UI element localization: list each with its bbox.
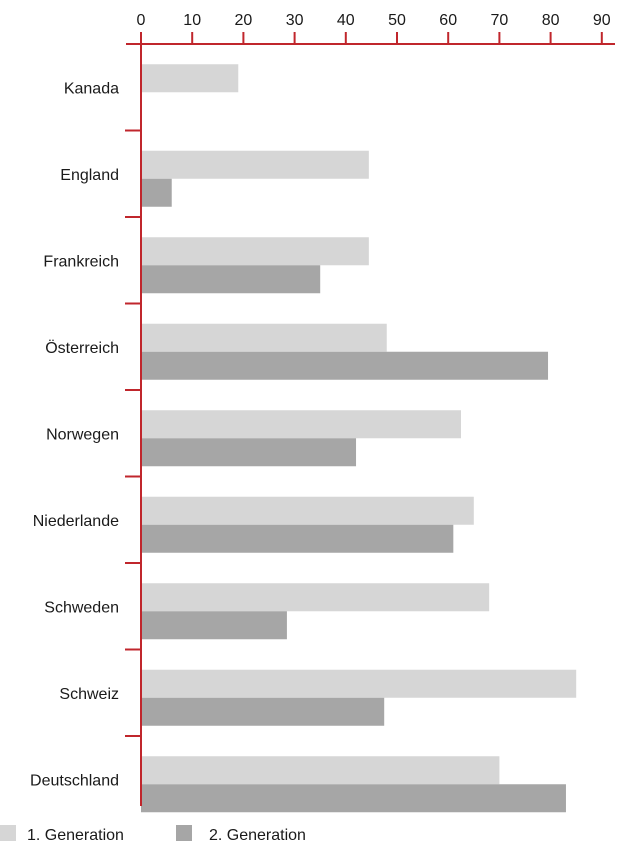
legend-swatch-gen1 (0, 825, 16, 841)
bar-gen1-schweden (141, 583, 490, 612)
x-tick-label: 20 (235, 12, 253, 29)
bar-gen2-schweiz (141, 697, 385, 726)
x-tick-label: 30 (286, 12, 304, 29)
axis-layer: 0 10 20 30 40 50 60 70 80 90 (125, 12, 615, 806)
category-label: England (60, 167, 119, 184)
category-label: Niederlande (33, 513, 119, 530)
bar-gen1-schweiz (141, 669, 577, 698)
category-label: Schweiz (59, 686, 119, 703)
category-label: Deutschland (30, 772, 119, 789)
category-label: Österreich (45, 339, 119, 357)
bar-gen1-niederlande (141, 496, 474, 525)
bar-gen1-österreich (141, 323, 387, 352)
bar-gen1-deutschland (141, 756, 500, 785)
category-label: Kanada (64, 80, 119, 97)
bar-gen2-norwegen (141, 438, 357, 467)
legend: 1. Generation 2. Generation (0, 825, 306, 844)
legend-label-gen2: 2. Generation (209, 827, 306, 844)
bar-gen2-deutschland (141, 784, 566, 813)
bars-layer (141, 64, 577, 813)
x-tick-label: 70 (491, 12, 509, 29)
bar-gen2-frankreich (141, 265, 321, 294)
x-tick-label: 40 (337, 12, 355, 29)
bar-gen2-schweden (141, 611, 287, 640)
bar-gen2-niederlande (141, 524, 454, 553)
category-label: Frankreich (43, 253, 119, 270)
bar-gen1-norwegen (141, 410, 461, 439)
category-label: Norwegen (46, 426, 119, 443)
x-tick-label: 50 (388, 12, 406, 29)
x-tick-label: 60 (439, 12, 457, 29)
bar-gen1-frankreich (141, 237, 369, 266)
bar-gen2-england (141, 178, 172, 207)
x-tick-label: 0 (137, 12, 146, 29)
x-tick-label: 10 (183, 12, 201, 29)
x-tick-label: 80 (542, 12, 560, 29)
legend-label-gen1: 1. Generation (27, 827, 124, 844)
bar-gen1-kanada (141, 64, 239, 93)
category-label: Schweden (44, 599, 119, 616)
x-tick-label: 90 (593, 12, 611, 29)
bar-gen1-england (141, 150, 369, 179)
legend-swatch-gen2 (176, 825, 192, 841)
bar-gen2-österreich (141, 351, 549, 380)
category-labels: Kanada England Frankreich Österreich Norwege… (30, 80, 119, 789)
